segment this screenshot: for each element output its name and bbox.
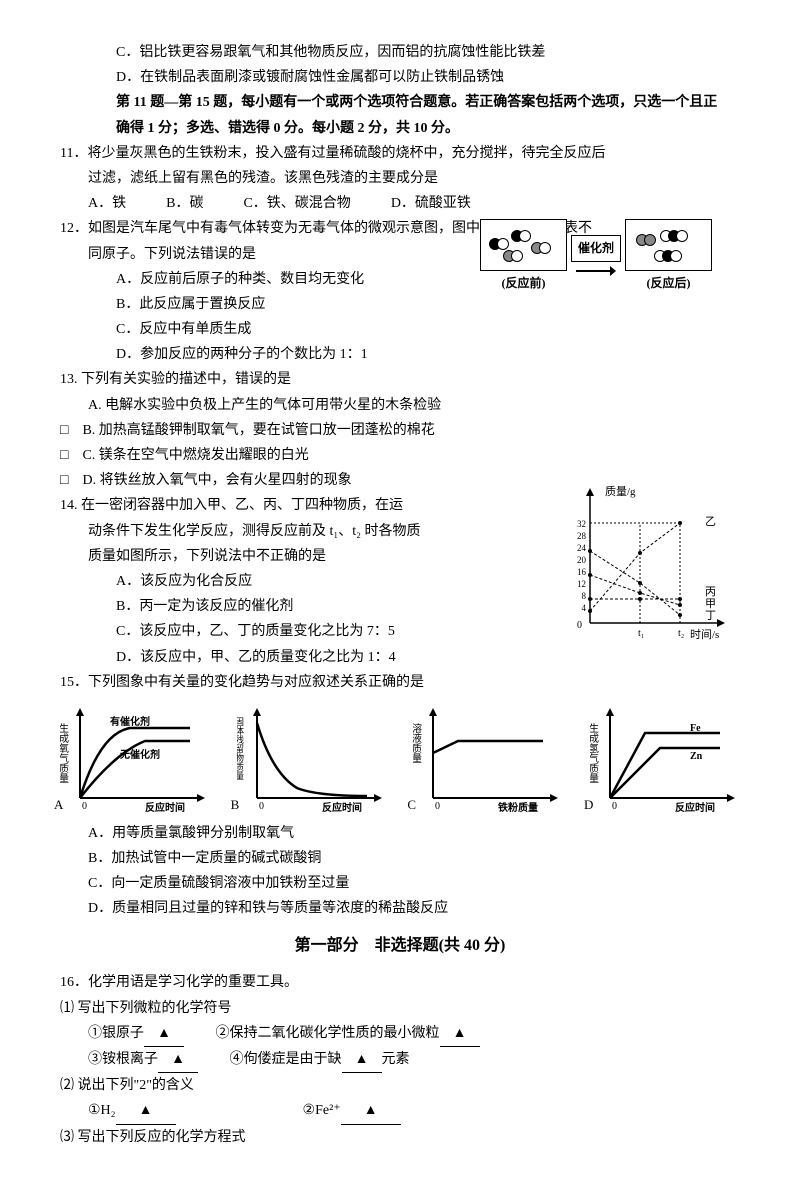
svg-text:0: 0 [612,801,617,812]
svg-text:12: 12 [577,579,586,589]
q13-a: A. 电解水实验中负极上产生的气体可用带火星的木条检验 [60,393,740,418]
svg-text:反应时间: 反应时间 [145,801,185,813]
svg-text:20: 20 [577,555,587,565]
q13-b: B. 加热高锰酸钾制取氧气，要在试管口放一团蓬松的棉花 [82,423,434,438]
svg-text:0: 0 [259,801,264,812]
svg-text:t₂: t₂ [678,628,684,639]
q11-a: A．铁 [88,191,126,216]
q12: 12．如图是汽车尾气中有毒气体转变为无毒气体的微观示意图，图中不同的圆球代表不 … [60,216,740,367]
q16-p1-row2: ③铵根离子▲ ④佝偻症是由于缺▲元素 [60,1047,740,1073]
q13-d: D. 将铁丝放入氧气中，会有火星四射的现象 [82,473,351,488]
svg-text:0: 0 [577,620,582,631]
q11: 11．将少量灰黑色的生铁粉末，投入盛有过量稀硫酸的烧杯中，充分搅拌，待完全反应后… [60,141,740,217]
svg-text:无催化剂: 无催化剂 [119,748,160,761]
q11-c: C．铁、碳混合物 [243,191,350,216]
svg-text:t₁: t₁ [638,628,644,639]
q12-c: C．反应中有单质生成 [60,317,740,342]
svg-text:固体残留物质量: 固体残留物质量 [237,717,244,780]
q15-charts: 有催化剂 无催化剂 生成氧气质量 反应时间 0 A 固体残留物质量 反应时间 0… [60,703,740,813]
svg-text:甲: 甲 [705,598,716,610]
q12-diagram: (反应前) 催化剂 (反应后) [480,221,740,291]
q14-d: D．该反应中，甲、乙的质量变化之比为 1：4 [60,645,740,670]
section2-title: 第一部分 非选择题(共 40 分) [60,932,740,961]
svg-text:4: 4 [582,603,587,613]
q11-b: B．碳 [166,191,203,216]
svg-text:生成氧气质量: 生成氧气质量 [60,722,69,783]
svg-text:Zn: Zn [690,751,703,762]
chart-c-label: C [407,793,416,816]
mol-before-box [480,219,567,271]
svg-text:0: 0 [82,801,87,812]
q15-c: C．向一定质量硫酸铜溶液中加铁粉至过量 [60,871,740,896]
svg-text:有催化剂: 有催化剂 [110,715,150,728]
chart-d: Fe Zn 生成氢气质量 反应时间 0 D [590,703,740,813]
svg-text:质量/g: 质量/g [605,485,636,498]
chart-d-label: D [584,793,593,816]
q12-b: B．此反应属于置换反应 [60,292,740,317]
q16-p2-row: ①H₂▲ ②Fe²⁺▲ [60,1098,740,1124]
prev-option-d: D．在铁制品表面刷漆或镀耐腐蚀性金属都可以防止铁制品锈蚀 [60,65,740,90]
svg-text:28: 28 [577,531,587,541]
q13-c: C. 镁条在空气中燃烧发出耀眼的白光 [82,448,308,463]
svg-text:0: 0 [435,801,440,812]
svg-text:Fe: Fe [690,723,701,734]
chart-b: 固体残留物质量 反应时间 0 B [237,703,387,813]
svg-text:16: 16 [577,567,587,577]
q15: 15．下列图象中有关量的变化趋势与对应叙述关系正确的是 有催化剂 无催化剂 生成… [60,670,740,922]
q11-d: D．硫酸亚铁 [391,191,471,216]
svg-text:丙: 丙 [705,586,716,598]
q16-p1-row1: ①银原子▲ ②保持二氧化碳化学性质的最小微粒▲ [60,1021,740,1047]
chart-b-label: B [231,793,240,816]
catalyst-label: 催化剂 [571,235,621,263]
q15-a: A．用等质量氯酸钾分别制取氧气 [60,821,740,846]
after-label: (反应后) [625,273,712,295]
svg-text:溶液质量: 溶液质量 [413,722,422,763]
q14-chart: 质量/g 时间/s 0 t₁ t₂ 48 1216 2024 2832 乙 丙 … [560,483,730,643]
before-label: (反应前) [480,273,567,295]
q16: 16．化学用语是学习化学的重要工具。 ⑴ 写出下列微粒的化学符号 ①银原子▲ ②… [60,970,740,1149]
svg-text:反应时间: 反应时间 [675,801,715,813]
q16-p2: ⑵ 说出下列"2"的含义 [60,1073,740,1098]
chart-a-label: A [54,793,63,816]
q13: 13. 下列有关实验的描述中，错误的是 A. 电解水实验中负极上产生的气体可用带… [60,367,740,493]
svg-text:8: 8 [582,591,587,601]
svg-text:24: 24 [577,543,587,553]
q15-b: B．加热试管中一定质量的碱式碳酸铜 [60,846,740,871]
chart-a: 有催化剂 无催化剂 生成氧气质量 反应时间 0 A [60,703,210,813]
chart-c: 溶液质量 铁粉质量 0 C [413,703,563,813]
q11-stem-l2: 过滤，滤纸上留有黑色的残渣。该黑色残渣的主要成分是 [60,166,740,191]
q11-stem-l1: 11．将少量灰黑色的生铁粉末，投入盛有过量稀硫酸的烧杯中，充分搅拌，待完全反应后 [60,141,740,166]
mol-after-box [625,219,712,271]
svg-text:铁粉质量: 铁粉质量 [498,801,538,813]
svg-text:生成氢气质量: 生成氢气质量 [590,722,599,783]
q16-p1: ⑴ 写出下列微粒的化学符号 [60,996,740,1021]
arrow-icon [576,264,616,278]
q16-p3: ⑶ 写出下列反应的化学方程式 [60,1125,740,1150]
mol-before-wrap: (反应前) [480,219,567,295]
instruction-11-15: 第 11 题—第 15 题，每小题有一个或两个选项符合题意。若正确答案包括两个选… [60,90,740,140]
q12-d: D．参加反应的两种分子的个数比为 1：1 [60,342,740,367]
q15-stem: 15．下列图象中有关量的变化趋势与对应叙述关系正确的是 [60,670,740,695]
q14: 14. 在一密闭容器中加入甲、乙、丙、丁四种物质，在运 动条件下发生化学反应，测… [60,493,740,669]
svg-text:32: 32 [577,519,586,529]
svg-text:丁: 丁 [705,610,716,622]
mol-after-wrap: (反应后) [625,219,712,295]
q15-d: D．质量相同且过量的锌和铁与等质量等浓度的稀盐酸反应 [60,896,740,921]
q16-stem: 16．化学用语是学习化学的重要工具。 [60,970,740,995]
svg-text:乙: 乙 [705,515,716,528]
q13-stem: 13. 下列有关实验的描述中，错误的是 [60,367,740,392]
svg-text:时间/s: 时间/s [690,628,719,641]
prev-option-c: C．铝比铁更容易跟氧气和其他物质反应，因而铝的抗腐蚀性能比铁差 [60,40,740,65]
svg-text:反应时间: 反应时间 [322,801,362,813]
